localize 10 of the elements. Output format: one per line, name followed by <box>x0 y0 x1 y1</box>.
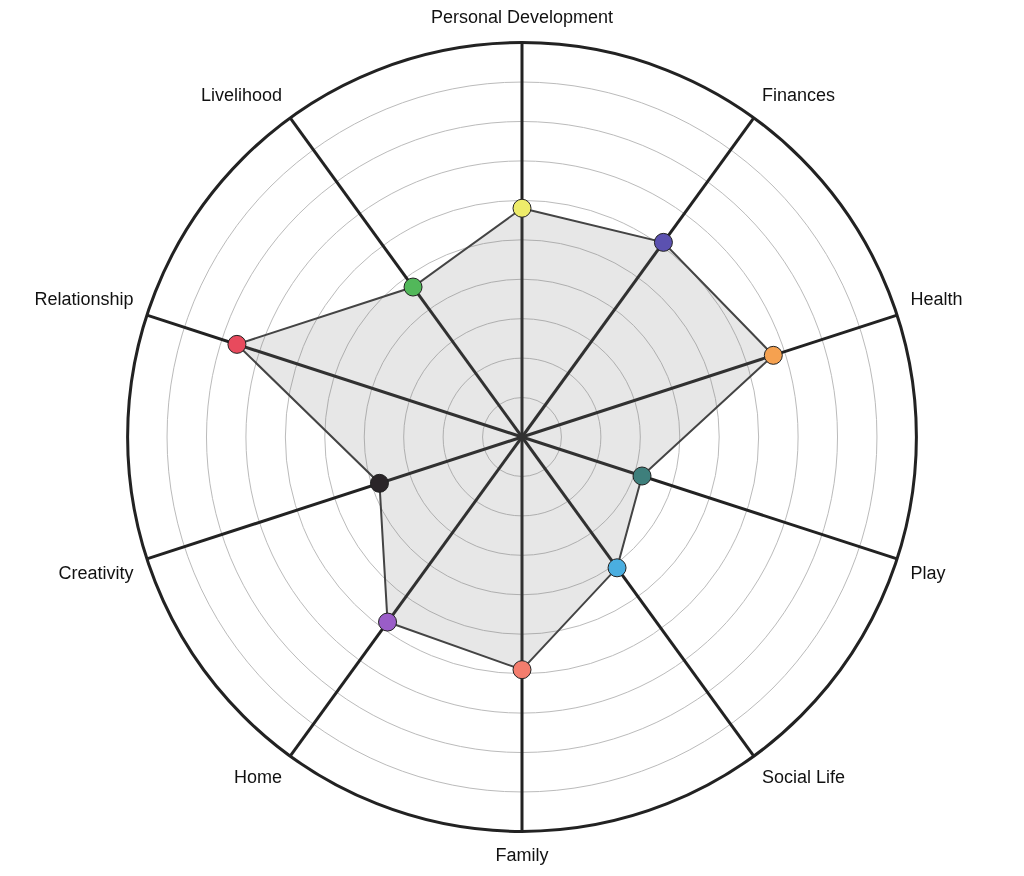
spoke-label: Play <box>910 562 946 583</box>
spoke-label: Health <box>910 288 963 309</box>
spoke-label: Relationship <box>34 288 134 309</box>
spoke-label: Finances <box>762 84 836 105</box>
spoke-label: Creativity <box>58 562 134 583</box>
spoke-label: Family <box>495 845 549 866</box>
spoke-label: Social Life <box>762 767 846 788</box>
spoke-label: Home <box>233 767 282 788</box>
spoke-label: Personal Development <box>430 6 614 27</box>
spoke-label: Livelihood <box>200 84 282 105</box>
